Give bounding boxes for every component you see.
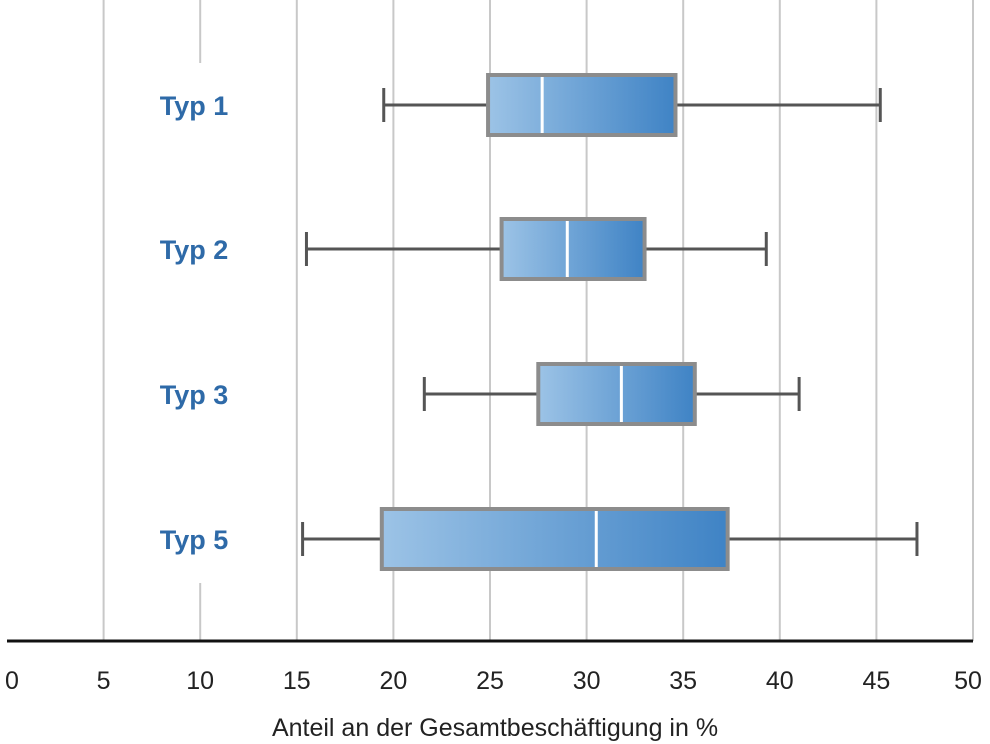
x-tick-label-5: 5: [97, 667, 111, 695]
x-tick-label-30: 30: [573, 667, 601, 695]
x-tick-label-15: 15: [283, 667, 311, 695]
x-tick-label-10: 10: [186, 667, 214, 695]
typ-1-box: [486, 73, 678, 137]
x-tick-label-40: 40: [766, 667, 794, 695]
x-tick-label-0: 0: [5, 667, 19, 695]
typ-2-box: [499, 217, 647, 281]
category-labels: Typ 1 Typ 2 Typ 3 Typ 5: [160, 91, 229, 555]
category-label-typ-3: Typ 3: [160, 380, 229, 410]
category-label-typ-5: Typ 5: [160, 525, 229, 555]
x-axis: 0 5 10 15 20 25 30 35 40 45 50: [5, 639, 982, 695]
x-tick-label-35: 35: [669, 667, 697, 695]
category-label-typ-2: Typ 2: [160, 235, 229, 265]
x-axis-title: Anteil an der Gesamtbeschäftigung in %: [272, 714, 718, 742]
x-tick-label-25: 25: [476, 667, 504, 695]
boxes: [301, 73, 919, 571]
typ-5-box: [379, 507, 730, 571]
x-tick-label-20: 20: [379, 667, 407, 695]
category-label-typ-1: Typ 1: [160, 91, 229, 121]
x-tick-label-45: 45: [862, 667, 890, 695]
x-tick-label-50: 50: [954, 667, 982, 695]
typ-3-box: [536, 362, 697, 426]
